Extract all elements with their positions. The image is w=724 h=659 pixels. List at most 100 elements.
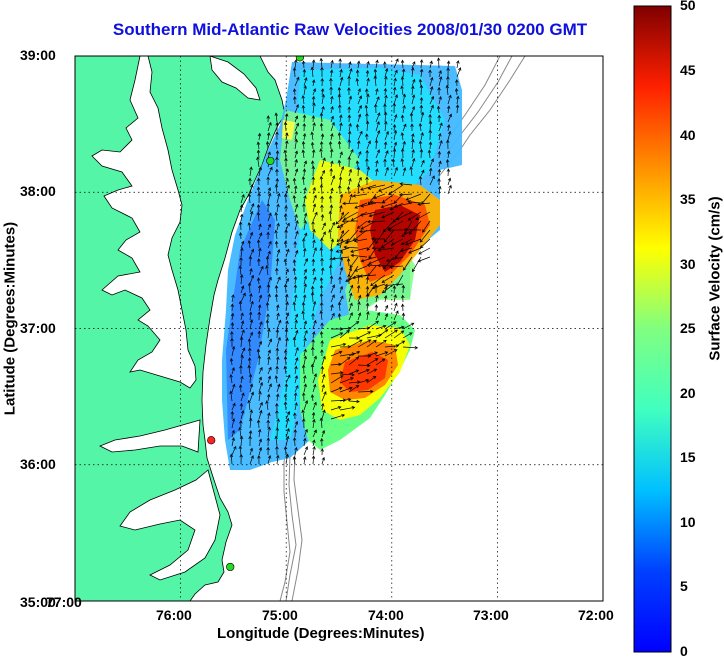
- velocity-arrow: [231, 445, 237, 456]
- velocity-arrow: [339, 204, 343, 213]
- velocity-arrow: [275, 156, 279, 168]
- velocity-arrow: [339, 373, 355, 377]
- velocity-arrow: [249, 293, 253, 303]
- velocity-arrow: [355, 69, 360, 78]
- velocity-arrow: [274, 293, 279, 303]
- velocity-arrow: [249, 447, 254, 456]
- radar-station-2: [207, 436, 216, 445]
- y-tick-38: 38:00: [20, 183, 56, 199]
- velocity-arrow: [265, 140, 270, 150]
- velocity-arrow: [373, 193, 386, 200]
- velocity-arrow: [229, 390, 233, 402]
- velocity-arrow: [258, 294, 263, 303]
- velocity-arrow: [348, 95, 353, 105]
- velocity-arrow: [436, 105, 441, 114]
- velocity-arrow: [321, 231, 326, 240]
- velocity-arrow: [292, 456, 297, 465]
- velocity-arrow: [330, 221, 335, 231]
- velocity-arrow: [348, 312, 353, 321]
- albemarle-sound: [99, 419, 201, 453]
- velocity-arrow: [319, 140, 324, 150]
- velocity-arrow: [377, 184, 395, 192]
- velocity-arrow: [366, 77, 370, 87]
- velocity-arrow: [292, 267, 297, 276]
- velocity-arrow: [392, 123, 397, 132]
- velocity-arrow: [276, 249, 281, 258]
- velocity-arrow: [310, 394, 315, 402]
- velocity-arrow: [258, 446, 263, 456]
- velocity-arrow: [294, 185, 298, 195]
- velocity-arrow: [303, 220, 307, 231]
- velocity-arrow: [345, 274, 359, 282]
- velocity-arrow: [301, 301, 306, 312]
- velocity-arrow: [330, 332, 344, 339]
- velocity-arrow: [266, 202, 270, 213]
- colorbar-tick-45: 45: [680, 62, 696, 78]
- velocity-arrow: [330, 342, 347, 348]
- velocity-arrow: [320, 322, 324, 330]
- velocity-arrow: [275, 365, 279, 375]
- velocity-arrow: [311, 258, 316, 267]
- velocity-arrow: [256, 348, 261, 357]
- velocity-arrow: [275, 177, 279, 186]
- velocity-arrow: [285, 293, 289, 303]
- velocity-arrow: [266, 446, 270, 456]
- velocity-arrow: [388, 184, 404, 196]
- velocity-arrow: [330, 175, 336, 186]
- velocity-arrow: [311, 95, 316, 105]
- velocity-arrow: [249, 166, 253, 177]
- velocity-arrow: [350, 211, 368, 221]
- velocity-arrow: [294, 168, 299, 177]
- velocity-arrow: [384, 166, 389, 177]
- velocity-arrow: [321, 373, 326, 384]
- velocity-arrow: [293, 392, 298, 402]
- velocity-arrow: [438, 132, 442, 141]
- velocity-arrow: [274, 211, 278, 222]
- velocity-arrow: [303, 247, 307, 258]
- velocity-arrow: [275, 402, 279, 411]
- velocity-arrow: [230, 410, 235, 420]
- velocity-arrow: [240, 375, 244, 384]
- velocity-arrow: [344, 238, 359, 245]
- colorbar: [633, 5, 672, 653]
- velocity-arrow: [405, 193, 422, 201]
- colorbar-tick-20: 20: [680, 385, 696, 401]
- velocity-arrow: [312, 186, 316, 195]
- velocity-arrow: [311, 79, 316, 87]
- velocity-arrow: [320, 204, 324, 213]
- velocity-arrow: [393, 310, 399, 321]
- velocity-arrow: [411, 157, 416, 168]
- velocity-arrow: [239, 364, 243, 375]
- velocity-arrow: [267, 166, 273, 177]
- velocity-arrow: [384, 349, 398, 357]
- velocity-arrow: [364, 104, 369, 114]
- velocity-arrow: [437, 178, 441, 186]
- velocity-arrow: [321, 391, 327, 402]
- radar-station-3: [226, 562, 235, 572]
- velocity-arrow: [437, 168, 442, 177]
- velocity-arrow: [429, 175, 435, 186]
- velocity-arrow: [320, 402, 325, 411]
- velocity-arrow: [377, 247, 395, 252]
- velocity-arrow: [267, 212, 272, 222]
- velocity-arrow: [303, 275, 308, 285]
- velocity-arrow: [303, 160, 307, 168]
- velocity-arrow: [392, 86, 397, 96]
- velocity-arrow: [366, 166, 370, 177]
- velocity-arrow: [256, 204, 261, 213]
- velocity-arrow: [247, 399, 251, 411]
- velocity-arrow: [384, 94, 388, 105]
- velocity-arrow: [400, 132, 405, 141]
- velocity-arrow: [393, 114, 398, 123]
- velocity-arrow: [249, 331, 254, 339]
- velocity-arrow: [365, 276, 370, 285]
- x-tick-72: 72:00: [578, 607, 614, 623]
- velocity-arrow: [311, 338, 315, 348]
- velocity-arrow: [248, 255, 253, 267]
- velocity-arrow: [360, 256, 377, 263]
- velocity-arrow: [294, 420, 299, 429]
- velocity-arrow: [321, 456, 326, 465]
- velocity-arrow: [373, 68, 378, 78]
- velocity-arrow: [248, 347, 252, 357]
